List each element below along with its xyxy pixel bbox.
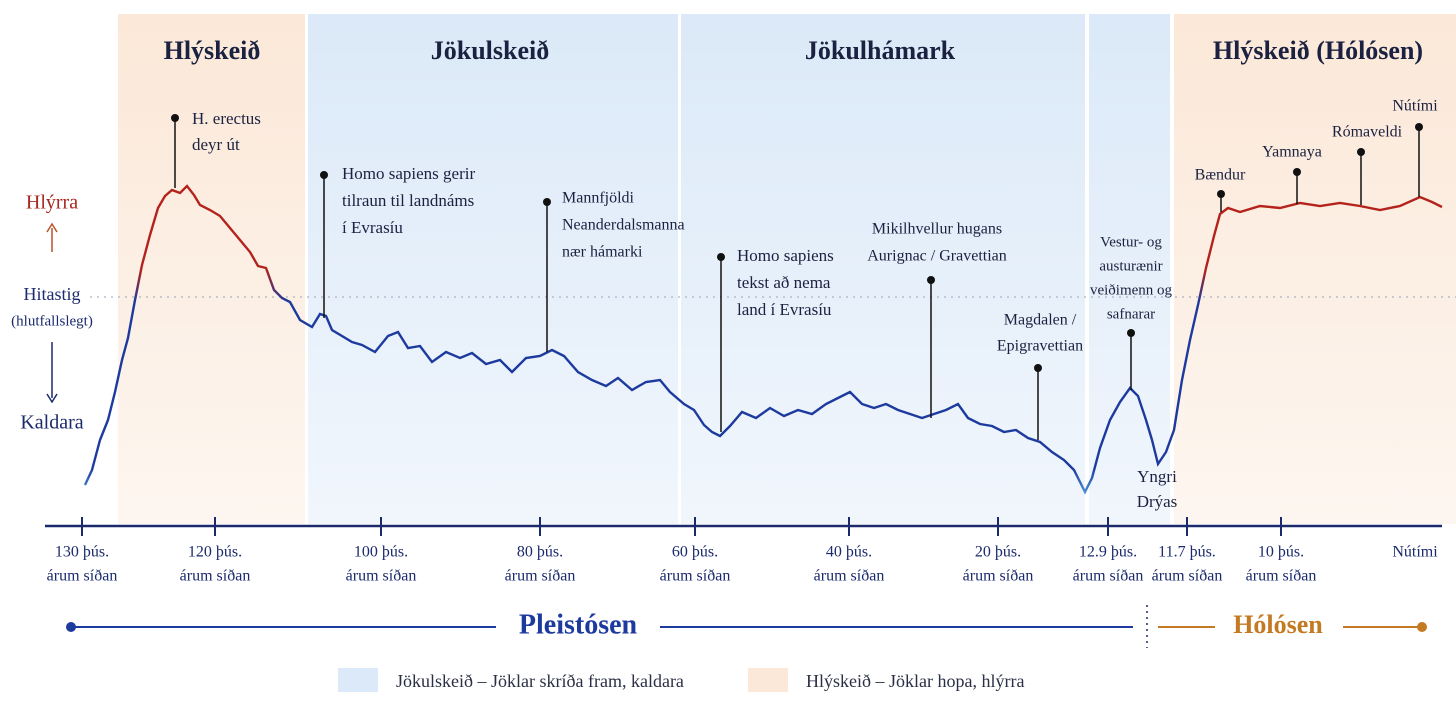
era-label: Pleistósen — [519, 609, 638, 640]
x-tick-label: 60 þús. — [672, 544, 718, 561]
x-tick-label: 20 þús. — [975, 544, 1021, 561]
x-tick-label: 80 þús. — [517, 544, 563, 561]
legend-swatch — [338, 668, 378, 692]
annotation-text: Yngri — [1137, 467, 1177, 486]
annotation-text: tilraun til landnáms — [342, 191, 474, 210]
period-title: Jökulhámark — [805, 36, 956, 65]
annotation-text: Mikilhvellur hugans — [872, 221, 1002, 238]
annotation-text: Epigravettian — [997, 338, 1083, 355]
x-tick-label: árum síðan — [1073, 568, 1144, 585]
arrow-up-head — [46, 222, 58, 233]
x-tick-label: 40 þús. — [826, 544, 872, 561]
annotation-dot — [171, 114, 179, 122]
annotation-text: deyr út — [192, 135, 240, 154]
annotation-text: Aurignac / Gravettian — [867, 248, 1007, 265]
y-label-sub: (hlutfallslegt) — [11, 313, 93, 329]
annotation-dot — [543, 198, 551, 206]
legend-swatch — [748, 668, 788, 692]
annotation-text: H. erectus — [192, 109, 261, 128]
annotation-dot — [320, 171, 328, 179]
x-tick-label: árum síðan — [1152, 568, 1223, 585]
warm-band — [1174, 14, 1456, 524]
annotation-text: Vestur- og — [1100, 234, 1162, 250]
x-tick-label: árum síðan — [963, 568, 1034, 585]
x-tick-label: 12.9 þús. — [1079, 544, 1137, 561]
x-tick-label: árum síðan — [814, 568, 885, 585]
annotation-dot — [927, 276, 935, 284]
annotation-text: nær hámarki — [562, 244, 643, 261]
legend-label: Jökulskeið – Jöklar skríða fram, kaldara — [396, 671, 684, 691]
annotation-text: Drýas — [1137, 492, 1178, 511]
annotation-text: tekst að nema — [737, 273, 831, 292]
annotation-dot — [717, 253, 725, 261]
annotation-text: Neanderdalsmanna — [562, 217, 685, 234]
annotation-dot — [1415, 123, 1423, 131]
x-tick-label: árum síðan — [346, 568, 417, 585]
x-tick-label: 100 þús. — [354, 544, 408, 561]
annotation-text: Magdalen / — [1004, 312, 1077, 329]
annotation-text: Rómaveldi — [1332, 124, 1403, 141]
legend-label: Hlýskeið – Jöklar hopa, hlýrra — [806, 671, 1024, 691]
annotation-text: austurænir — [1099, 258, 1162, 274]
period-title: Jökulskeið — [431, 36, 550, 65]
warm-band — [118, 14, 305, 524]
era-dot — [1417, 622, 1427, 632]
period-title: Hlýskeið — [164, 36, 261, 65]
annotation-dot — [1293, 168, 1301, 176]
temperature-curve — [83, 184, 1443, 495]
x-tick-label: árum síðan — [180, 568, 251, 585]
annotation-text: í Evrasíu — [342, 218, 403, 237]
annotation-dot — [1034, 364, 1042, 372]
cold-band — [681, 14, 1085, 524]
annotation-text: veiðimenn og — [1090, 282, 1173, 298]
x-tick-label: Nútími — [1392, 544, 1438, 561]
x-tick-label: árum síðan — [505, 568, 576, 585]
annotation-dot — [1127, 329, 1135, 337]
x-tick-label: árum síðan — [1246, 568, 1317, 585]
cold-band — [308, 14, 678, 524]
period-title: Hlýskeið (Hólósen) — [1213, 36, 1423, 65]
annotation-text: Homo sapiens — [737, 246, 834, 265]
annotation-dot — [1357, 148, 1365, 156]
x-tick-label: árum síðan — [47, 568, 118, 585]
labels: Hlýskeið Jökulskeið Jökulhámark Hlýskeið (H… — [11, 36, 1438, 691]
era-label: Hólósen — [1233, 610, 1323, 639]
x-tick-label: 11.7 þús. — [1158, 544, 1216, 561]
x-tick-label: árum síðan — [660, 568, 731, 585]
annotation-text: safnarar — [1107, 306, 1155, 322]
arrow-down-head — [46, 393, 58, 404]
x-tick-label: 10 þús. — [1258, 544, 1304, 561]
annotation-text: Bændur — [1195, 167, 1246, 184]
annotation-text: Homo sapiens gerir — [342, 164, 475, 183]
annotation-dot — [1217, 190, 1225, 198]
y-label-middle: Hitastig — [24, 284, 81, 304]
annotation-text: Mannfjöldi — [562, 190, 635, 207]
annotation-text: Nútími — [1392, 98, 1438, 115]
y-label-bottom: Kaldara — [20, 412, 83, 434]
annotation-text: land í Evrasíu — [737, 300, 832, 319]
x-tick-label: 130 þús. — [55, 544, 109, 561]
annotation-text: Yamnaya — [1262, 144, 1322, 161]
y-label-top: Hlýrra — [26, 192, 78, 214]
x-tick-label: 120 þús. — [188, 544, 242, 561]
